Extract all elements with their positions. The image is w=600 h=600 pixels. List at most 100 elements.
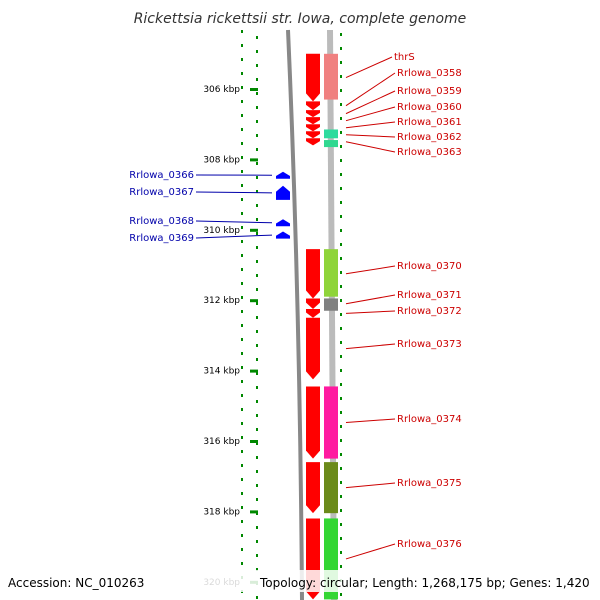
footer-background <box>0 570 600 592</box>
right-dot <box>340 327 342 330</box>
inner-dot <box>256 148 258 151</box>
right-dot <box>340 173 342 176</box>
inner-dot <box>256 190 258 193</box>
inner-dot <box>256 596 258 599</box>
right-dot <box>340 299 342 302</box>
left-dot <box>241 492 243 495</box>
inner-dot <box>256 316 258 319</box>
forward-gene-arrow <box>306 309 320 318</box>
feature-block <box>324 249 338 297</box>
inner-dot <box>256 302 258 305</box>
left-dot <box>241 562 243 565</box>
right-dot <box>340 187 342 190</box>
forward-gene-label: Rrlowa_0376 <box>397 539 462 550</box>
reverse-gene-arrow <box>276 231 290 239</box>
left-dot <box>241 394 243 397</box>
left-dot <box>241 520 243 523</box>
right-dot <box>340 355 342 358</box>
left-dot <box>241 478 243 481</box>
right-dot <box>340 271 342 274</box>
feature-track-line <box>327 29 337 600</box>
forward-leader-line <box>345 72 396 107</box>
inner-dot <box>256 134 258 137</box>
left-dot <box>241 548 243 551</box>
forward-genes <box>306 53 320 600</box>
inner-dot <box>256 274 258 277</box>
left-dot <box>241 114 243 117</box>
forward-gene-label: Rrlowa_0371 <box>397 290 462 301</box>
forward-gene-label: Rrlowa_0358 <box>397 68 462 79</box>
inner-dot <box>256 36 258 39</box>
forward-gene-arrow <box>306 53 320 102</box>
map-title: Rickettsia rickettsii str. Iowa, complet… <box>134 11 467 27</box>
inner-dot <box>256 568 258 571</box>
forward-leader-line <box>345 121 396 129</box>
right-dot <box>340 131 342 134</box>
left-dot <box>241 72 243 75</box>
inner-dot <box>256 428 258 431</box>
major-tick <box>250 510 258 514</box>
right-dot <box>340 229 342 232</box>
reverse-gene-label: Rrlowa_0367 <box>129 187 194 198</box>
forward-gene-label: Rrlowa_0372 <box>397 306 462 317</box>
left-dot <box>241 198 243 201</box>
right-dot <box>340 201 342 204</box>
forward-leader-line <box>345 310 396 314</box>
forward-gene-arrow <box>306 317 320 380</box>
forward-leader-line <box>345 543 396 560</box>
right-dot <box>340 593 342 596</box>
feature-block <box>324 462 338 514</box>
right-dot <box>340 411 342 414</box>
left-dot <box>241 128 243 131</box>
inner-dot <box>256 288 258 291</box>
forward-gene-arrow <box>306 249 320 299</box>
left-dot <box>241 156 243 159</box>
left-dot <box>241 534 243 537</box>
left-dot <box>241 282 243 285</box>
inner-dot <box>256 176 258 179</box>
reverse-gene-label: Rrlowa_0368 <box>129 216 194 227</box>
reverse-gene-label: Rrlowa_0369 <box>129 233 194 244</box>
right-dot <box>340 523 342 526</box>
reverse-gene-label: Rrlowa_0366 <box>129 170 194 181</box>
backbone-line <box>286 29 304 600</box>
right-dot <box>340 439 342 442</box>
feature-block <box>324 129 338 139</box>
tick-label: 310 kbp <box>203 226 240 236</box>
inner-dot <box>256 386 258 389</box>
major-tick <box>250 158 258 162</box>
left-dot <box>241 296 243 299</box>
inner-dot <box>256 470 258 473</box>
forward-gene-arrow <box>306 117 320 125</box>
inner-dot <box>256 358 258 361</box>
right-dot <box>340 565 342 568</box>
forward-leader-line <box>345 90 396 115</box>
inner-dot <box>256 554 258 557</box>
inner-dot <box>256 484 258 487</box>
left-dot <box>241 352 243 355</box>
inner-dot <box>256 344 258 347</box>
right-dot <box>340 341 342 344</box>
inner-dot <box>256 372 258 375</box>
right-dot <box>340 495 342 498</box>
right-dot <box>340 33 342 36</box>
left-dot <box>241 86 243 89</box>
feature-block <box>324 140 338 148</box>
forward-gene-label: Rrlowa_0361 <box>397 117 462 128</box>
minor-tick-dots <box>241 30 342 599</box>
left-dot <box>241 170 243 173</box>
right-dot <box>340 103 342 106</box>
right-dot <box>340 537 342 540</box>
inner-dot <box>256 232 258 235</box>
left-dot <box>241 464 243 467</box>
reverse-gene-arrow <box>276 219 290 227</box>
forward-leader-line <box>345 265 396 275</box>
left-dot <box>241 58 243 61</box>
tick-label: 308 kbp <box>203 155 240 165</box>
left-dot <box>241 324 243 327</box>
forward-gene-label: Rrlowa_0375 <box>397 478 462 489</box>
left-dot <box>241 240 243 243</box>
left-dot <box>241 30 243 33</box>
inner-dot <box>256 442 258 445</box>
